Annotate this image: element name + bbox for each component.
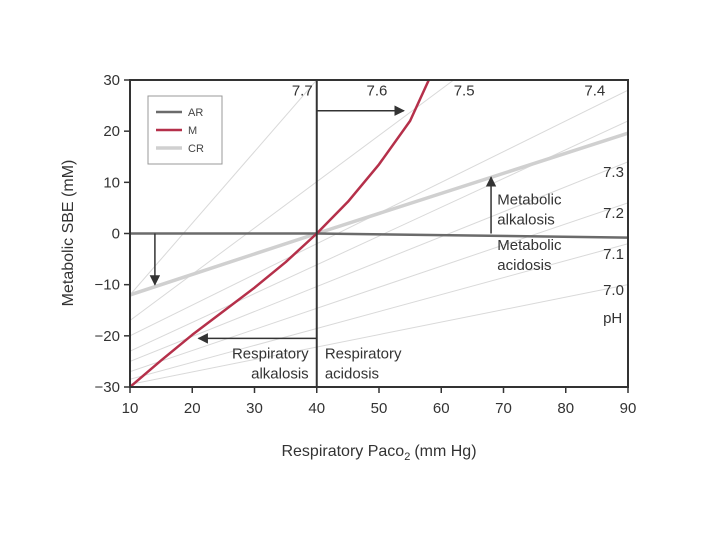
ph-label: 7.4 bbox=[584, 82, 605, 99]
legend: AR M CR bbox=[147, 95, 223, 165]
annotation-label: Metabolic alkalosis bbox=[497, 191, 562, 228]
ph-label: pH bbox=[603, 310, 622, 327]
ph-label: 7.1 bbox=[603, 246, 624, 263]
isopleth-ph-7.7 bbox=[130, 80, 318, 296]
y-tick-label: −10 bbox=[95, 277, 120, 294]
x-axis-title-unit: (mm Hg) bbox=[414, 443, 476, 460]
y-tick-label: 10 bbox=[103, 174, 120, 191]
legend-label-ar: AR bbox=[188, 107, 203, 119]
x-ticks: 10 20 30 40 50 60 70 80 90 bbox=[122, 387, 637, 417]
legend-label-m: M bbox=[188, 125, 197, 137]
y-tick-label: −30 bbox=[95, 379, 120, 396]
annotation-label: Respiratory acidosis bbox=[325, 345, 402, 382]
ph-label: 7.7 bbox=[292, 82, 313, 99]
isopleth-ph-7.2 bbox=[130, 202, 628, 373]
x-tick-label: 50 bbox=[371, 400, 388, 417]
x-tick-label: 80 bbox=[557, 400, 574, 417]
x-tick-label: 10 bbox=[122, 400, 139, 417]
x-axis-title-subscript: 2 bbox=[404, 451, 410, 463]
y-axis-title: Metabolic SBE (mM) bbox=[60, 160, 77, 307]
y-tick-label: 20 bbox=[103, 123, 120, 140]
series-m-line bbox=[130, 80, 431, 387]
ph-label: 7.3 bbox=[603, 164, 624, 181]
x-tick-label: 90 bbox=[620, 400, 637, 417]
y-tick-label: 30 bbox=[103, 72, 120, 89]
ph-label: 7.6 bbox=[367, 82, 388, 99]
x-tick-label: 70 bbox=[495, 400, 512, 417]
legend-items: AR M CR bbox=[156, 107, 204, 155]
isopleth-ph-7.1 bbox=[130, 243, 628, 380]
ph-label: 7.2 bbox=[603, 205, 624, 222]
isopleth-ph-7.6 bbox=[130, 80, 454, 321]
ph-labels: 7.7 7.6 7.5 7.4 7.3 7.2 7.1 7.0 pH bbox=[292, 82, 624, 327]
isopleth-ph-7.0 bbox=[130, 284, 628, 385]
isopleth-ph-7.3 bbox=[130, 161, 628, 362]
ph-label: 7.0 bbox=[603, 282, 624, 299]
legend-label-cr: CR bbox=[188, 143, 204, 155]
y-tick-label: 0 bbox=[112, 226, 120, 243]
ph-label: 7.5 bbox=[454, 82, 475, 99]
annotation-label: Metabolic acidosis bbox=[497, 237, 562, 274]
y-tick-label: −20 bbox=[95, 328, 120, 345]
y-ticks: −30 −20 −10 0 10 20 30 bbox=[95, 72, 130, 396]
x-tick-label: 40 bbox=[308, 400, 325, 417]
annotation-layer: Metabolic alkalosis Metabolic acidosis Respi… bbox=[232, 191, 562, 382]
arrow-layer bbox=[149, 105, 497, 344]
x-axis-title-main: Respiratory Paco bbox=[281, 443, 404, 460]
x-tick-label: 60 bbox=[433, 400, 450, 417]
x-tick-label: 20 bbox=[184, 400, 201, 417]
annotation-label: Respiratory alkalosis bbox=[232, 345, 309, 382]
x-tick-label: 30 bbox=[246, 400, 263, 417]
x-axis-title: Respiratory Paco2 (mm Hg) bbox=[281, 443, 476, 463]
